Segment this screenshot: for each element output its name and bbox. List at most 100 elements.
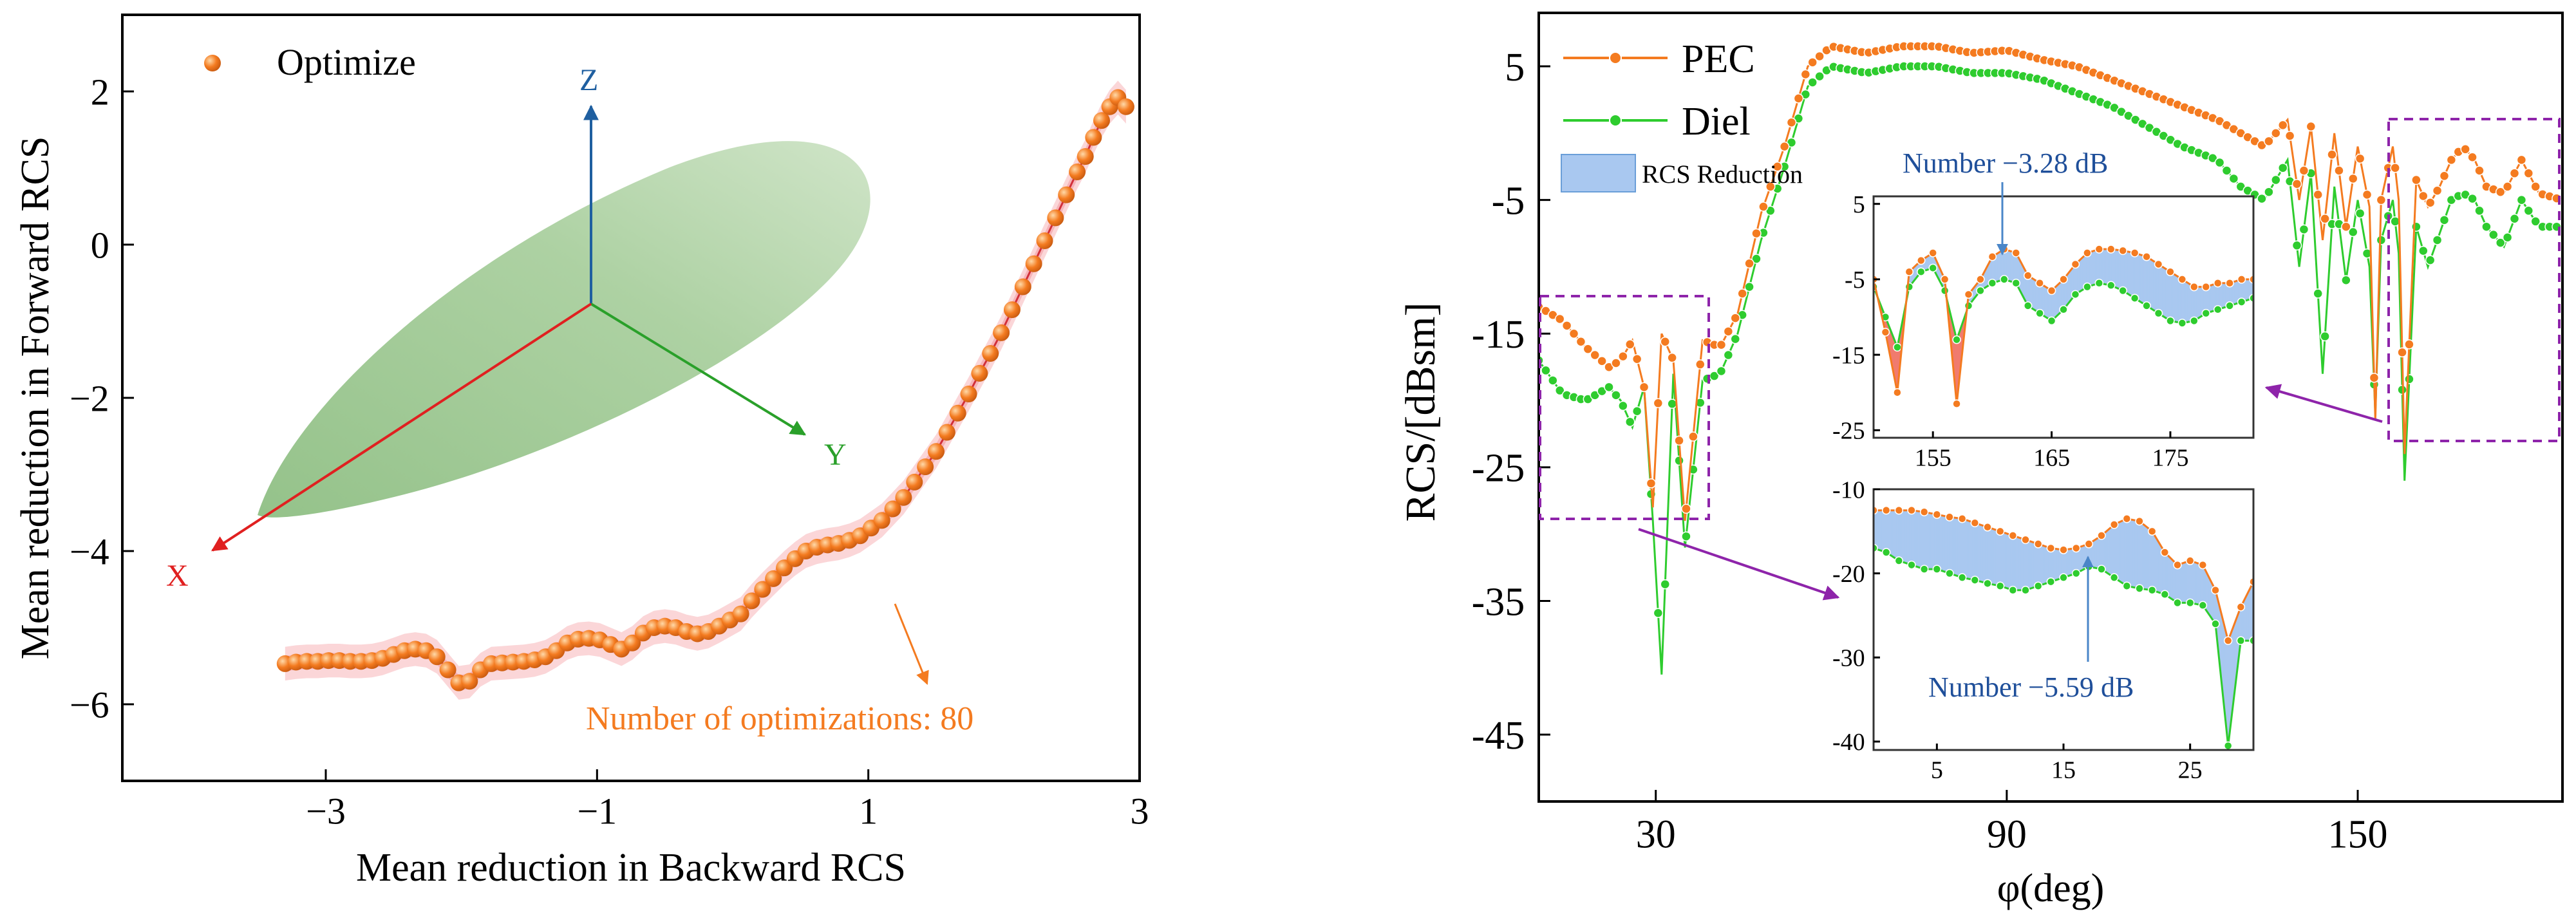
inset-bottom-x-tick-label: 5 <box>1931 757 1943 784</box>
inset-bottom-pec-point <box>2147 527 2157 536</box>
inset-bottom-ticks: 5 15 25 -10 -20 -30 -40 <box>1832 476 2203 783</box>
inset-bottom-pec-point <box>1970 518 1980 528</box>
inset-top-pec-point <box>2237 275 2246 284</box>
pec-point <box>1744 258 1754 269</box>
right-y-axis-title: RCS/[dBsm] <box>1397 302 1444 521</box>
diel-point <box>2425 255 2436 265</box>
y-axis-label: Y <box>824 438 847 472</box>
diel-point <box>2228 173 2239 184</box>
diel-point <box>1660 579 1671 590</box>
optimize-point <box>895 489 912 506</box>
inset-top-pec-point <box>2035 279 2044 288</box>
inset-bottom: 5 15 25 -10 -20 -30 -40 Number −5.59 dB <box>1832 476 2255 784</box>
right-x-tick-label: 150 <box>2328 812 2388 856</box>
inset-top-pec-point <box>2177 275 2187 284</box>
pec-point <box>2291 179 2302 189</box>
right-legend: PEC Diel RCS Reduction <box>1561 37 1803 192</box>
inset-bottom-y-tick-label: -40 <box>1832 729 1865 756</box>
diel-point <box>2299 224 2309 235</box>
pec-point <box>2327 149 2337 160</box>
left-x-tick-label: 3 <box>1131 791 1149 832</box>
pec-point <box>2277 120 2288 131</box>
left-x-axis-title: Mean reduction in Backward RCS <box>356 846 906 890</box>
inset-top-diel-point <box>2130 294 2139 303</box>
legend-pec-label: PEC <box>1682 37 1755 81</box>
diel-point <box>1548 375 1558 386</box>
inset-top-pec-point <box>2083 248 2092 258</box>
pec-point <box>2432 185 2443 196</box>
inset-bottom-pec-point <box>2211 586 2220 595</box>
left-y-tick-label: −4 <box>70 530 109 572</box>
inset-bottom-diel-point <box>2185 598 2195 608</box>
optimize-point <box>1069 163 1086 180</box>
inset-bottom-diel-point <box>2147 586 2157 595</box>
inset-bottom-pec-point <box>2033 539 2043 548</box>
pec-point <box>2467 152 2477 162</box>
diel-point <box>1611 390 1621 400</box>
diel-point <box>1624 417 1635 427</box>
inset-top-pec-point <box>2201 282 2210 292</box>
diel-point <box>2257 193 2267 204</box>
inset-bottom-diel-point <box>2046 577 2056 586</box>
left-y-axis-title: Mean reduction in Forward RCS <box>14 136 57 660</box>
inset-top-diel-point <box>1952 335 1961 344</box>
diel-point <box>1807 77 1818 88</box>
inset-bottom-pec-point <box>1957 514 1967 523</box>
right-y-tick-label: -25 <box>1472 447 1525 491</box>
inset-top-diel-point <box>2094 279 2104 288</box>
inset-bottom-pec-point <box>1907 505 1916 515</box>
y-axis-arrow <box>590 303 807 436</box>
inset-bottom-diel-point <box>1919 565 1929 574</box>
pec-point <box>1646 478 1657 489</box>
inset-bottom-diel-point <box>1983 579 1992 588</box>
diel-point <box>1554 385 1565 396</box>
z-axis-label: Z <box>579 63 598 97</box>
left-ticks: −3 −1 1 3 2 0 −2 −4 −6 <box>70 71 1149 832</box>
legend-optimize-label: Optimize <box>277 41 416 83</box>
inset-top-pec-point <box>2107 245 2116 254</box>
inset-bottom-pec-point <box>1932 510 1942 519</box>
inset-bottom-series <box>1874 505 2253 750</box>
right-x-tick-label: 30 <box>1636 812 1676 856</box>
optimize-point <box>1093 112 1111 129</box>
left-x-tick-label: −1 <box>577 791 617 832</box>
ellipsoid-shape <box>258 141 870 518</box>
inset-top-pec-point <box>1928 248 1937 258</box>
inset-top-pec-point <box>1904 267 1914 276</box>
optimize-point <box>1025 255 1042 272</box>
diel-point <box>2277 163 2288 173</box>
inset-bottom-pec-point <box>2173 560 2182 570</box>
optimize-point <box>906 473 923 491</box>
inset-top-y-tick-label: -25 <box>1832 418 1865 445</box>
inset-bottom-diel-point <box>2097 565 2106 574</box>
inset-bottom-y-tick-label: -20 <box>1832 561 1865 588</box>
optimize-point <box>938 424 955 441</box>
inset-top-diel-point <box>2190 316 2199 326</box>
pec-point <box>2404 339 2414 350</box>
pec-point <box>2495 187 2506 197</box>
pec-point <box>1772 162 1783 172</box>
diel-point <box>2214 157 2225 168</box>
inset-bottom-y-tick-label: -10 <box>1832 476 1865 503</box>
inset-bottom-pec-point <box>2008 531 2018 540</box>
pec-point <box>2376 194 2387 205</box>
diel-point <box>2320 331 2330 342</box>
pec-point <box>2313 189 2323 200</box>
inset-top-pec-point <box>1976 275 1985 284</box>
inset-top-diel-point <box>2000 275 2009 284</box>
pec-point <box>2347 173 2358 184</box>
pec-point <box>2369 373 2380 383</box>
x-axis-label-3d: X <box>166 559 189 593</box>
diel-point <box>2502 232 2513 243</box>
annotation-arrow <box>894 603 929 685</box>
diel-point <box>2411 221 2421 232</box>
inset-top-diel-point <box>2023 301 2033 310</box>
inset-bottom-diel-point <box>2211 619 2220 628</box>
inset-bottom-diel-point <box>1932 565 1942 574</box>
legend-optimize-marker <box>204 55 221 71</box>
diel-point <box>1541 365 1551 376</box>
inset-top-pec-point <box>2213 279 2223 288</box>
inset-top-y-tick-label: 5 <box>1853 191 1865 218</box>
pec-point <box>1807 57 1818 68</box>
inset-bottom-pec-point <box>2059 545 2068 554</box>
